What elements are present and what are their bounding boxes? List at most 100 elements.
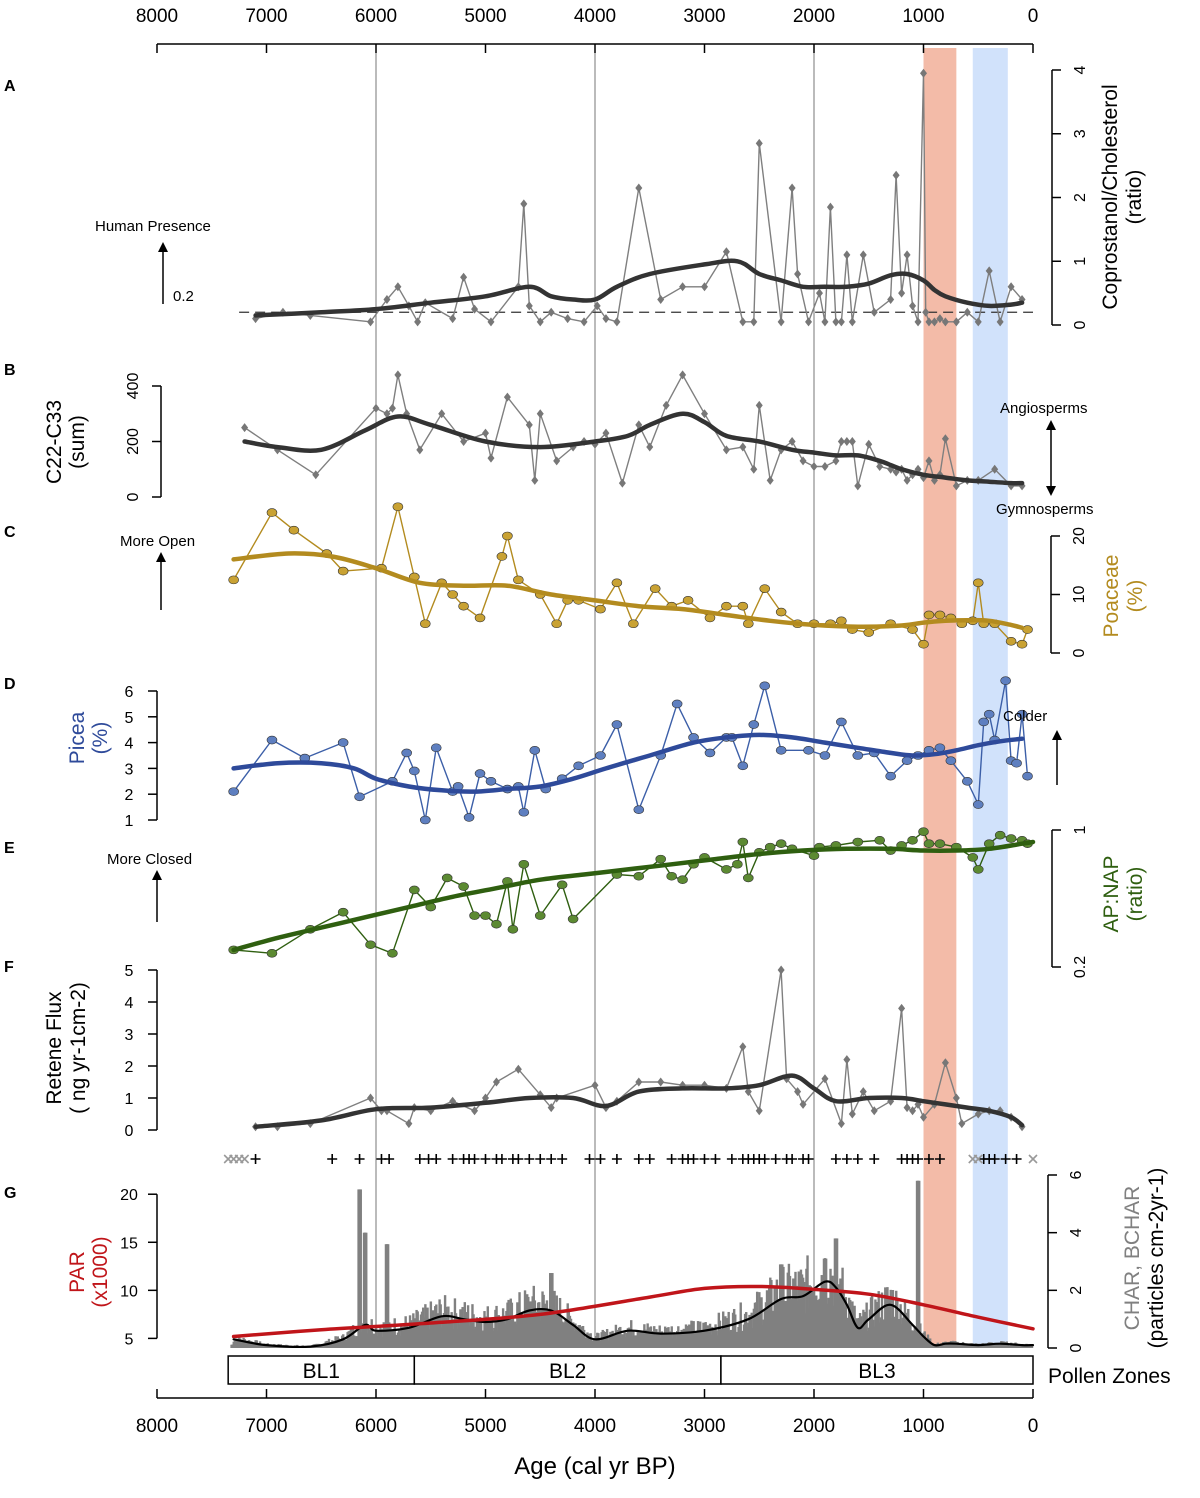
panel-f-y-tick-label: 0 [125, 1123, 134, 1140]
data-point [863, 628, 875, 637]
data-point [794, 1087, 802, 1097]
data-point [513, 575, 524, 585]
data-point [737, 837, 749, 847]
data-point [852, 837, 864, 847]
char-bar [495, 1305, 498, 1348]
data-point [534, 911, 546, 920]
data-point [907, 835, 918, 845]
pollen-zone-bl2 [413, 1355, 722, 1385]
char-bar [734, 1314, 737, 1348]
data-point [967, 853, 979, 862]
data-point [974, 317, 982, 327]
data-point [750, 317, 758, 327]
data-point [925, 317, 933, 327]
data-point [383, 409, 391, 419]
data-point [441, 873, 453, 883]
plus-marker [830, 1154, 841, 1164]
data-point [952, 317, 960, 327]
data-point [471, 1106, 479, 1116]
data-point [859, 1087, 867, 1097]
plus-marker [496, 1154, 507, 1164]
data-point [337, 738, 349, 747]
data-point [666, 871, 677, 881]
data-point [595, 604, 606, 614]
data-point [775, 607, 787, 617]
plus-marker [759, 1154, 770, 1164]
data-point [1005, 834, 1017, 843]
data-point [1022, 771, 1033, 781]
data-point [810, 461, 818, 471]
more-closed-arrowhead [152, 870, 162, 880]
panel-g-right-y-tick-label: 4 [1068, 1228, 1085, 1237]
data-point [655, 854, 667, 864]
data-point [564, 314, 572, 324]
data-point [1016, 709, 1028, 719]
panel-f-ylabel-2: ( ng yr-1cm-2) [67, 982, 90, 1114]
panel-g-left-y-tick-label: 15 [120, 1235, 138, 1252]
char-bar [365, 1232, 368, 1348]
data-point [613, 317, 621, 327]
data-point [671, 699, 683, 709]
data-point [679, 282, 687, 292]
data-point [876, 461, 884, 471]
data-point [536, 317, 544, 327]
top-tick-label: 5000 [464, 6, 506, 27]
data-point [963, 307, 971, 317]
smooth-trend-f [253, 1073, 1025, 1130]
data-point [722, 247, 730, 257]
data-point [518, 807, 530, 817]
panel-f-y-tick-label: 4 [125, 995, 134, 1012]
human-presence-label: Human Presence [95, 218, 211, 235]
plus-marker [841, 1154, 852, 1164]
data-point [755, 1106, 763, 1116]
char-bar [806, 1255, 809, 1348]
data-point [759, 681, 771, 691]
panel-label-g: G [4, 1185, 16, 1202]
data-point [759, 584, 771, 593]
data-point [832, 317, 840, 327]
data-point [941, 434, 949, 444]
data-point [922, 307, 930, 317]
data-point [474, 613, 486, 623]
plus-marker [480, 1154, 491, 1164]
top-tick-label: 1000 [902, 6, 944, 27]
data-point [892, 170, 900, 180]
data-point [843, 250, 851, 260]
pollen-zone-bl1 [227, 1355, 416, 1385]
panel-a-ylabel-1: Coprostanol/Cholesterol [1099, 84, 1122, 309]
data-point [458, 601, 469, 611]
data-point [742, 619, 754, 629]
data-point [633, 805, 645, 814]
data-point [704, 748, 716, 758]
shaded-bands [923, 48, 1008, 1348]
data-point [739, 442, 747, 452]
panel-f-y-tick-label: 3 [125, 1027, 134, 1044]
data-point [721, 601, 732, 611]
plus-marker [431, 1154, 442, 1164]
panel-f: 0 1 2 3 4 5 [125, 963, 1026, 1140]
panel-g-left-ylabel-2: (x1000) [89, 1236, 112, 1307]
bchar-line [232, 1280, 1035, 1349]
data-point [775, 839, 787, 849]
data-point [392, 502, 404, 512]
more-open-label: More Open [120, 533, 195, 550]
char-bar [760, 1297, 763, 1348]
data-point [777, 317, 785, 327]
data-point [852, 751, 864, 760]
plus-marker [469, 1154, 480, 1164]
bottom-tick-label: 3000 [683, 1416, 725, 1437]
panel-c: 0 10 20 [228, 502, 1088, 657]
plus-marker [250, 1154, 261, 1164]
data-point [463, 813, 475, 822]
data-point [961, 776, 973, 786]
data-point [934, 610, 946, 620]
data-point [836, 616, 847, 626]
data-point [635, 1077, 643, 1087]
x-marker [973, 1154, 983, 1164]
plus-marker [787, 1154, 798, 1164]
data-point [788, 183, 796, 193]
data-point [618, 478, 626, 488]
panel-d-y-tick-label: 1 [125, 813, 134, 830]
data-point [487, 453, 495, 463]
data-point [799, 456, 807, 466]
